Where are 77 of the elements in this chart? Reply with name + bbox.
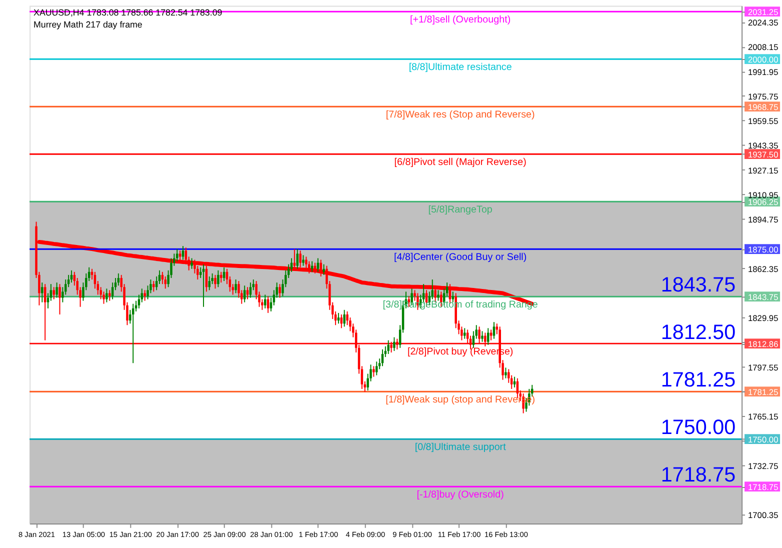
candlestick — [220, 271, 222, 284]
y-tick-label: 1894.75 — [748, 214, 779, 225]
candlestick — [44, 284, 46, 341]
ref-line-label: [4/8]Center (Good Buy or Sell) — [394, 252, 527, 263]
annotation: 1750.00 — [660, 416, 736, 440]
candlestick — [144, 290, 146, 302]
candlestick — [152, 280, 155, 292]
candlestick — [106, 288, 108, 303]
candlestick — [264, 294, 266, 309]
ref-line-label: [+1/8]sell (Overbought) — [410, 14, 511, 26]
annotation: 1781.25 — [660, 368, 736, 392]
candlestick — [305, 256, 308, 270]
y-tick-label: 1781.25 — [748, 387, 779, 398]
y-tick-label: 1968.75 — [748, 102, 779, 112]
candlestick — [214, 274, 216, 290]
ref-line-label: [0/8]Ultimate support — [414, 442, 506, 453]
y-tick-label: 1927.15 — [748, 165, 779, 176]
candlestick — [299, 250, 302, 268]
ref-line-label: [-1/8]buy (Oversold) — [416, 489, 504, 500]
annotation: 1718.75 — [660, 464, 736, 487]
candlestick — [320, 259, 322, 277]
y-tick-label: 1765.15 — [748, 412, 779, 422]
candlestick — [302, 254, 304, 266]
y-tick-label: 2024.35 — [748, 18, 779, 28]
candlestick — [437, 290, 440, 302]
y-tick-label: 1829.95 — [748, 313, 779, 324]
candlestick — [278, 284, 281, 298]
candlestick — [108, 290, 111, 302]
y-tick-label: 1975.75 — [748, 91, 779, 102]
candlestick — [243, 285, 246, 303]
y-tick-label: 1732.75 — [748, 460, 779, 471]
y-tick-label: 1906.25 — [748, 197, 779, 208]
candlestick — [387, 340, 390, 354]
candlestick — [164, 276, 167, 290]
y-tick-label: 1700.35 — [748, 510, 779, 520]
candlestick — [52, 286, 56, 300]
candlestick — [234, 279, 237, 294]
candlestick — [504, 367, 507, 379]
annotation: 1843.75 — [660, 274, 736, 297]
y-tick-label: 1797.55 — [748, 362, 779, 372]
y-tick-label: 1959.55 — [748, 116, 779, 126]
candlestick — [296, 248, 299, 270]
ref-line-label: [8/8]Ultimate resistance — [408, 62, 512, 73]
candlestick — [58, 284, 61, 315]
candlestick — [217, 270, 220, 288]
candlestick — [375, 361, 378, 376]
candlestick — [343, 309, 346, 328]
y-tick-label: 1862.35 — [748, 264, 779, 274]
ref-line-label: [5/8]RangeTop — [428, 204, 493, 216]
y-tick-label: 2008.15 — [748, 42, 779, 52]
candlestick — [56, 282, 58, 298]
candlestick — [393, 336, 396, 352]
candlestick — [322, 264, 325, 276]
y-tick-label: 1843.75 — [748, 292, 779, 302]
candlestick — [41, 282, 44, 303]
y-tick-label: 1943.35 — [748, 140, 779, 151]
y-tick-label: 1812.86 — [748, 339, 779, 350]
y-tick-label: 1937.50 — [748, 150, 779, 160]
y-tick-label: 1875.00 — [748, 244, 779, 255]
y-tick-label: 1750.00 — [748, 434, 779, 445]
candlestick — [102, 291, 105, 304]
candlestick — [486, 328, 490, 346]
annotation: 1812.50 — [660, 321, 736, 344]
ref-line-label: [6/8]Pivot sell (Major Reverse) — [394, 156, 526, 168]
candlestick — [190, 258, 193, 270]
candlestick — [372, 366, 375, 378]
text: Murrey Math 217 day frame — [34, 19, 142, 30]
candlestick — [431, 279, 434, 300]
y-tick-label: 1991.95 — [748, 66, 779, 77]
y-tick-label: 2000.00 — [748, 54, 779, 65]
y-tick-label: 1910.95 — [748, 190, 779, 200]
candlestick — [464, 328, 466, 340]
y-tick-label: 2031.25 — [748, 7, 779, 18]
y-tick-label: 1718.75 — [748, 482, 779, 492]
candlestick — [308, 260, 310, 274]
candlestick — [481, 330, 484, 342]
ref-line-label: [7/8]Weak res (Stop and Reverse) — [386, 109, 535, 120]
